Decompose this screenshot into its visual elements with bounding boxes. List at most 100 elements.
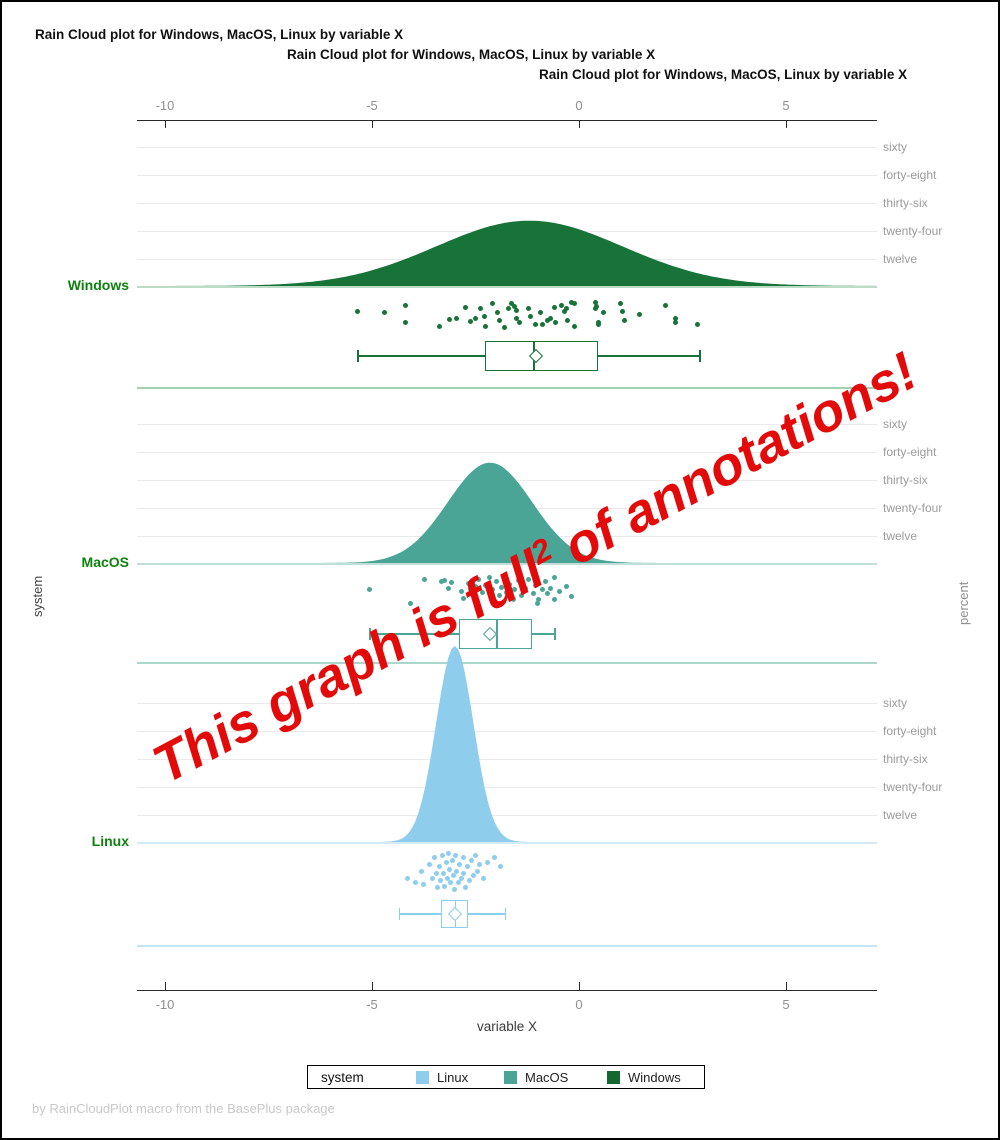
scatter-point	[528, 313, 534, 319]
scatter-point	[540, 321, 546, 327]
scatter-point	[462, 884, 468, 890]
scatter-point	[444, 859, 450, 865]
scatter-point	[366, 587, 372, 593]
right-tick-label: twenty-four	[883, 780, 943, 794]
scatter-point	[495, 310, 501, 316]
scatter-point	[507, 582, 513, 588]
scatter-point	[496, 317, 502, 323]
section-separator	[137, 387, 877, 389]
right-tick-label: sixty	[883, 696, 907, 710]
gridline	[137, 508, 877, 509]
scatter-point	[419, 868, 425, 874]
scatter-point	[673, 319, 679, 325]
scatter-point	[472, 584, 478, 590]
scatter-point	[466, 877, 472, 883]
boxplot-cap	[369, 628, 371, 640]
scatter-point	[458, 875, 464, 881]
legend-title: system	[321, 1070, 364, 1085]
scatter-point	[482, 323, 488, 329]
scatter-point	[449, 580, 455, 586]
scatter-point	[622, 317, 628, 323]
right-tick-label: sixty	[883, 417, 907, 431]
scatter-point	[427, 862, 433, 867]
scatter-point	[516, 578, 522, 584]
scatter-point	[482, 583, 488, 589]
scatter-point	[564, 584, 570, 590]
scatter-point	[505, 306, 511, 312]
right-tick-label: thirty-six	[883, 196, 928, 210]
scatter-point	[461, 871, 467, 876]
scatter-point	[444, 875, 450, 881]
gridline	[137, 787, 877, 788]
scatter-point	[477, 862, 483, 867]
scatter-point	[526, 577, 532, 583]
category-label-macos: MacOS	[81, 554, 129, 570]
scatter-point	[551, 305, 557, 311]
scatter-point	[572, 323, 578, 329]
axis-tick	[165, 982, 166, 990]
scatter-point	[381, 310, 387, 316]
scatter-point	[447, 866, 453, 872]
scatter-point	[511, 304, 517, 310]
scatter-point	[509, 301, 515, 307]
scatter-point	[526, 306, 532, 312]
right-tick-label: forty-eight	[883, 724, 937, 738]
annotation-text: This graph is full2 of annotations!	[143, 340, 927, 796]
chart-title-2: Rain Cloud plot for Windows, MacOS, Linu…	[287, 47, 656, 62]
density-baseline	[137, 842, 877, 844]
scatter-point	[434, 884, 440, 890]
scatter-point	[478, 306, 484, 312]
scatter-point	[510, 596, 516, 602]
scatter-point	[437, 877, 443, 883]
scatter-point	[532, 321, 538, 327]
axis-tick	[786, 120, 787, 128]
scatter-point	[455, 880, 461, 885]
scatter-point	[600, 310, 606, 316]
scatter-point	[439, 853, 445, 858]
scatter-point	[556, 588, 562, 594]
scatter-point	[498, 585, 504, 591]
scatter-point	[514, 315, 520, 321]
right-tick-label: twelve	[883, 808, 918, 822]
x-tick-label: 5	[782, 997, 790, 1012]
scatter-point	[486, 575, 492, 581]
scatter-point	[596, 321, 602, 327]
axis-tick	[372, 982, 373, 990]
scatter-point	[438, 579, 444, 585]
scatter-point	[461, 595, 467, 601]
scatter-point	[453, 853, 459, 858]
scatter-point	[475, 868, 481, 874]
scatter-point	[454, 868, 460, 874]
density-baseline	[137, 286, 877, 288]
scatter-point	[539, 587, 545, 593]
scatter-point	[490, 301, 496, 307]
scatter-point	[562, 309, 568, 315]
gridline	[137, 452, 877, 453]
x-tick-label: 5	[782, 98, 790, 113]
scatter-point	[422, 577, 428, 583]
scatter-point	[468, 857, 474, 863]
axis-tick	[579, 982, 580, 990]
x-tick-label: 0	[575, 997, 583, 1012]
right-tick-label: forty-eight	[883, 168, 937, 182]
right-tick-label: twenty-four	[883, 224, 943, 238]
x-tick-label: -5	[366, 997, 378, 1012]
legend-label-linux: Linux	[437, 1070, 469, 1085]
right-tick-label: twenty-four	[883, 501, 943, 515]
scatter-point	[451, 873, 457, 879]
scatter-point	[479, 590, 485, 596]
gridline	[137, 759, 877, 760]
scatter-point	[354, 309, 360, 315]
bottom-axis-line	[137, 990, 877, 991]
scatter-point	[442, 578, 448, 584]
legend-swatch-linux	[416, 1070, 429, 1084]
scatter-point	[441, 883, 447, 889]
scatter-point	[552, 596, 558, 602]
scatter-point	[462, 305, 468, 311]
scatter-point	[618, 301, 624, 307]
scatter-point	[504, 590, 510, 596]
scatter-point	[571, 301, 577, 307]
scatter-point	[467, 318, 473, 324]
gridline	[137, 147, 877, 148]
